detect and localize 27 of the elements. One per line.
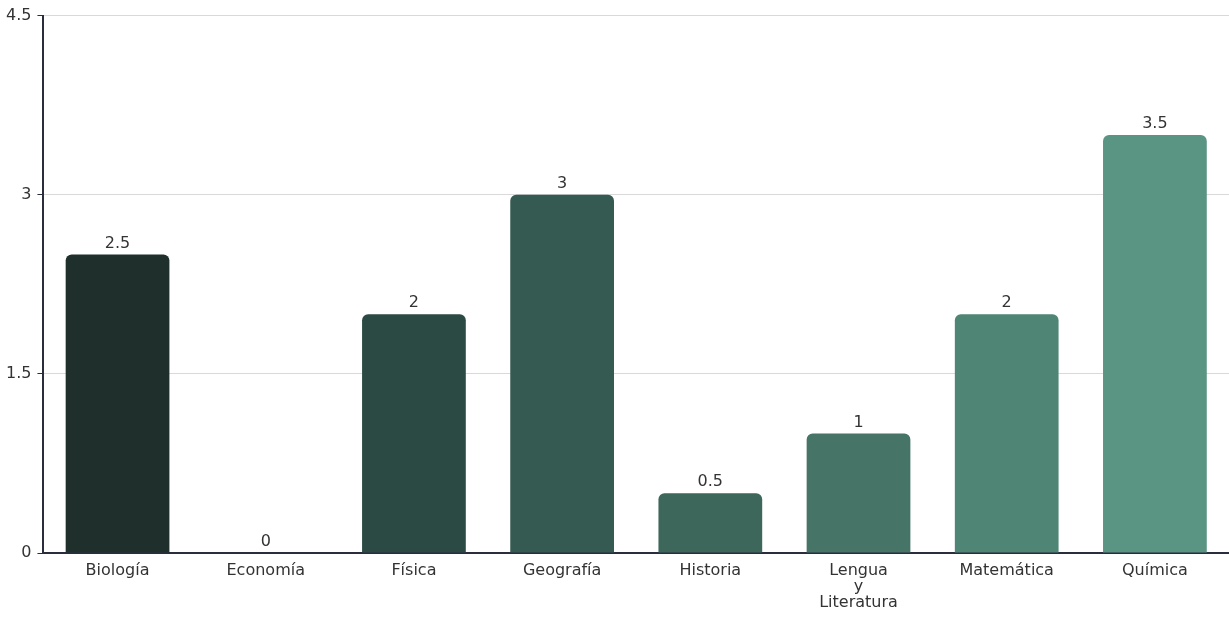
data-label: 1 <box>853 411 864 431</box>
bar <box>362 314 466 553</box>
x-tick-label: Geografía <box>522 560 602 580</box>
data-label: 2 <box>408 292 420 312</box>
data-label: 0 <box>260 531 271 551</box>
bar <box>510 194 614 553</box>
bar <box>658 493 763 553</box>
x-tick-label: Biología <box>85 560 150 580</box>
y-tick-label: 1.5 <box>5 363 32 383</box>
x-tick-label: Química <box>1122 560 1188 580</box>
bar <box>954 314 1059 553</box>
x-tick-label: Física <box>391 560 437 580</box>
y-tick-label: 0 <box>21 542 32 562</box>
data-label: 3.5 <box>1142 113 1168 133</box>
data-label: 2 <box>1001 292 1012 312</box>
data-label: 2.5 <box>104 232 131 252</box>
x-tick-label: Historia <box>679 560 742 580</box>
bar <box>65 254 170 553</box>
x-tick-label: Lengua y Literatura <box>819 560 898 612</box>
bar <box>1103 135 1207 553</box>
data-label: 0.5 <box>697 471 724 491</box>
y-tick-label: 3 <box>21 183 32 203</box>
data-label: 3 <box>557 172 568 192</box>
y-tick-label: 4.5 <box>5 4 32 24</box>
bar <box>806 433 911 553</box>
x-tick-label: Matemática <box>959 560 1054 580</box>
x-tick-label: Economía <box>226 560 305 580</box>
